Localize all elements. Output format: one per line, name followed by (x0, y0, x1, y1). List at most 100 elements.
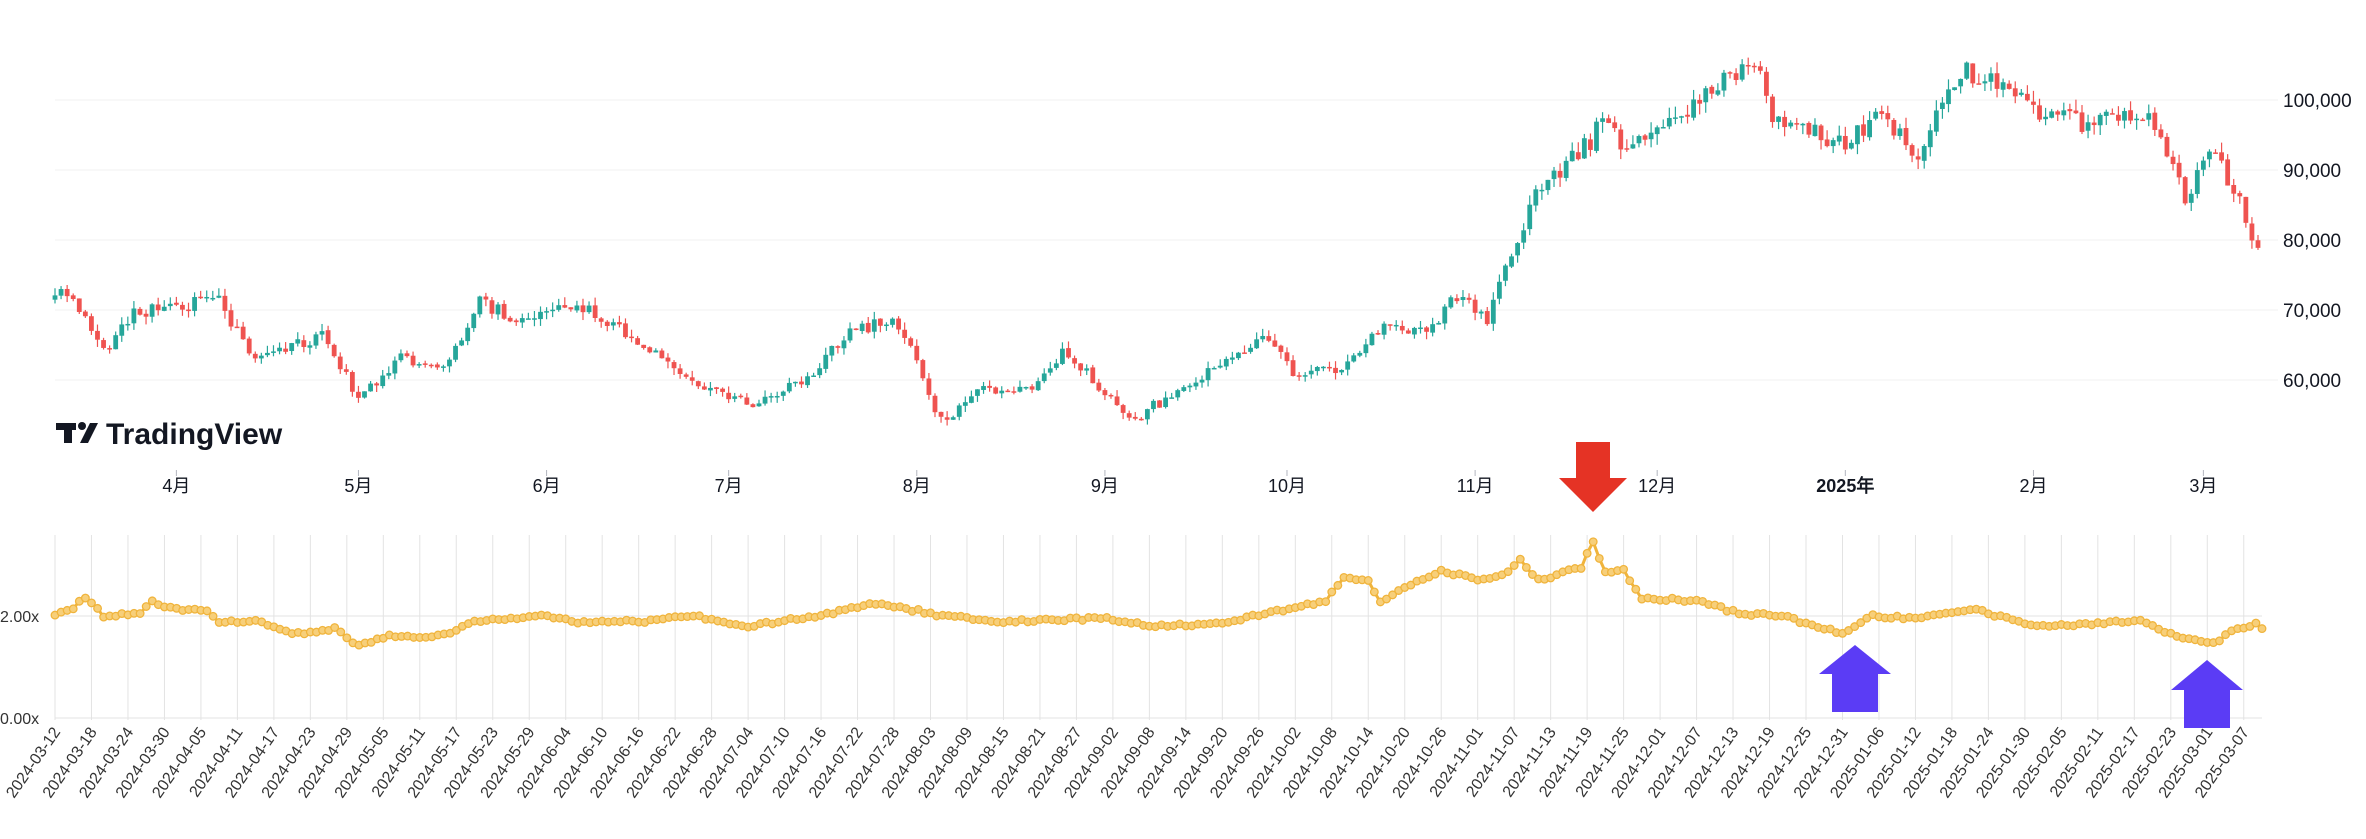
candle (981, 381, 986, 394)
month-tick-label: 10月 (1268, 476, 1306, 496)
candle (319, 323, 325, 341)
candle (125, 316, 131, 331)
candle (1709, 84, 1715, 99)
candle (847, 322, 853, 343)
candle (1484, 307, 1490, 326)
candle (2012, 81, 2018, 104)
candle (695, 380, 701, 390)
candle (1078, 363, 1084, 377)
candle (1399, 320, 1405, 335)
candle (762, 390, 768, 406)
candle (1739, 59, 1745, 82)
candle (574, 300, 580, 313)
candle (1442, 304, 1448, 330)
candle (1418, 320, 1423, 334)
candle (471, 312, 477, 332)
candle (999, 386, 1005, 399)
candle (1381, 321, 1387, 340)
candle (1600, 112, 1605, 133)
candle (1909, 143, 1915, 163)
candle (246, 336, 252, 356)
candle (689, 370, 695, 386)
candle (1812, 118, 1818, 137)
candle (1685, 104, 1690, 124)
candle (1163, 391, 1169, 409)
candle (2158, 124, 2164, 140)
month-tick-label: 2月 (2019, 476, 2047, 496)
ratio-point (1631, 584, 1641, 594)
candle (283, 342, 289, 355)
candle (489, 296, 495, 319)
candle (1436, 321, 1442, 325)
candle (1776, 116, 1781, 130)
ratio-point (1527, 570, 1537, 579)
candle (562, 297, 568, 309)
candle (1933, 100, 1939, 137)
candle (349, 370, 355, 397)
candle (459, 337, 465, 347)
price-tick-label: 60,000 (2283, 371, 2341, 392)
candle (1260, 328, 1266, 343)
candle (1867, 111, 1872, 141)
candle (1035, 377, 1041, 392)
candle (1509, 253, 1514, 269)
candle (1290, 355, 1296, 377)
candle (1873, 108, 1879, 121)
candle (2000, 78, 2006, 98)
candle (2134, 113, 2140, 130)
candle (914, 339, 920, 364)
candle (890, 317, 895, 328)
month-tick-label: 11月 (1457, 476, 1494, 496)
purple-up-arrow (2171, 660, 2243, 728)
candle (799, 376, 804, 388)
candle (501, 300, 507, 320)
candle (1412, 326, 1417, 339)
ratio-point (1576, 564, 1586, 573)
candle (987, 380, 993, 392)
candle (155, 297, 161, 316)
candle (1405, 328, 1411, 334)
candle (1266, 330, 1272, 343)
candle (1339, 369, 1345, 376)
candle (1072, 355, 1077, 369)
candle (1630, 135, 1636, 149)
candle (362, 391, 367, 399)
candle (732, 392, 738, 403)
candle (1636, 134, 1642, 148)
candle (720, 387, 725, 397)
candle (950, 415, 956, 421)
candle (240, 321, 246, 340)
candle (1806, 121, 1812, 138)
candle (1782, 110, 1788, 137)
candle (829, 345, 835, 362)
candle (1041, 368, 1047, 384)
candle (1053, 358, 1059, 371)
candle (1060, 342, 1065, 366)
candle (477, 295, 483, 318)
candle (307, 341, 313, 355)
ratio-point (1716, 602, 1726, 611)
candle (635, 335, 641, 346)
candle (180, 301, 185, 316)
candle (368, 381, 373, 392)
candle (301, 335, 307, 353)
ratio-point (1382, 594, 1391, 604)
price-panel-grid (55, 99, 2278, 381)
ratio-point (2214, 636, 2224, 646)
candle (204, 290, 210, 303)
candle (859, 320, 865, 335)
candle (774, 391, 780, 403)
candle (277, 342, 282, 355)
candle (422, 360, 428, 368)
candle (434, 362, 440, 370)
candle (1800, 122, 1806, 135)
candle (1472, 294, 1478, 321)
ratio-point (141, 602, 151, 611)
candle (1733, 68, 1739, 86)
candle (2207, 149, 2212, 168)
ratio-point (1521, 562, 1531, 572)
ratio-axis: 0.00x 2.00x (0, 609, 39, 728)
candle (683, 372, 689, 379)
candle (629, 329, 634, 343)
candle (465, 323, 471, 346)
